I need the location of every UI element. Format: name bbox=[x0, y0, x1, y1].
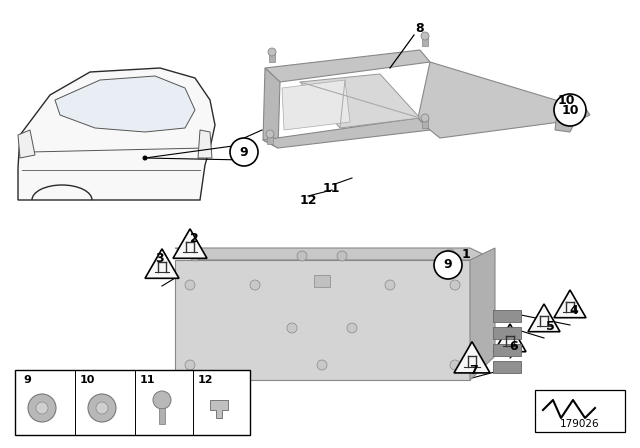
Circle shape bbox=[434, 251, 462, 279]
Text: 9: 9 bbox=[444, 258, 452, 271]
Text: 7: 7 bbox=[470, 363, 478, 376]
Text: 6: 6 bbox=[509, 340, 518, 353]
Text: 12: 12 bbox=[300, 194, 317, 207]
Polygon shape bbox=[494, 324, 526, 352]
Polygon shape bbox=[554, 290, 586, 318]
Polygon shape bbox=[418, 62, 575, 138]
Bar bbox=[269, 52, 275, 62]
Circle shape bbox=[445, 249, 455, 259]
Circle shape bbox=[421, 114, 429, 122]
Polygon shape bbox=[175, 248, 495, 260]
Circle shape bbox=[230, 138, 258, 166]
Bar bbox=[493, 327, 521, 339]
Text: 3: 3 bbox=[156, 251, 164, 264]
Polygon shape bbox=[528, 304, 560, 332]
Bar bbox=[493, 361, 521, 373]
Text: 9: 9 bbox=[23, 375, 31, 385]
Polygon shape bbox=[282, 80, 350, 130]
Bar bbox=[422, 36, 428, 46]
Text: 12: 12 bbox=[197, 375, 212, 385]
Polygon shape bbox=[265, 50, 430, 82]
Circle shape bbox=[445, 251, 455, 261]
Circle shape bbox=[347, 323, 357, 333]
Circle shape bbox=[287, 323, 297, 333]
Circle shape bbox=[153, 391, 171, 409]
Circle shape bbox=[297, 251, 307, 261]
Circle shape bbox=[143, 155, 147, 160]
Polygon shape bbox=[263, 118, 430, 148]
Circle shape bbox=[450, 280, 460, 290]
Text: 1: 1 bbox=[461, 247, 470, 260]
Circle shape bbox=[88, 394, 116, 422]
Polygon shape bbox=[175, 260, 470, 380]
Text: 11: 11 bbox=[323, 181, 340, 194]
Circle shape bbox=[421, 32, 429, 40]
Circle shape bbox=[337, 251, 347, 261]
Text: 10: 10 bbox=[557, 94, 575, 107]
Bar bbox=[15, 370, 250, 435]
Text: 179026: 179026 bbox=[560, 419, 600, 429]
Polygon shape bbox=[173, 229, 207, 258]
Text: 9: 9 bbox=[240, 146, 248, 159]
Polygon shape bbox=[18, 68, 215, 200]
Circle shape bbox=[190, 251, 200, 261]
Circle shape bbox=[250, 280, 260, 290]
Text: 8: 8 bbox=[416, 22, 424, 34]
Circle shape bbox=[28, 394, 56, 422]
Bar bbox=[422, 118, 428, 128]
Circle shape bbox=[190, 249, 200, 259]
Text: 4: 4 bbox=[570, 303, 579, 316]
Polygon shape bbox=[263, 68, 280, 148]
Polygon shape bbox=[210, 400, 228, 418]
Circle shape bbox=[266, 130, 274, 138]
Bar bbox=[314, 275, 330, 287]
Polygon shape bbox=[470, 248, 495, 380]
Polygon shape bbox=[300, 74, 420, 128]
Polygon shape bbox=[145, 249, 179, 278]
Circle shape bbox=[268, 48, 276, 56]
Circle shape bbox=[185, 360, 195, 370]
Bar bbox=[493, 310, 521, 322]
Circle shape bbox=[36, 402, 48, 414]
Circle shape bbox=[554, 94, 586, 126]
Text: 10: 10 bbox=[561, 103, 579, 116]
Circle shape bbox=[317, 360, 327, 370]
Polygon shape bbox=[55, 76, 195, 132]
Text: 5: 5 bbox=[546, 319, 554, 332]
Bar bbox=[159, 408, 165, 424]
Polygon shape bbox=[198, 130, 212, 158]
Text: 11: 11 bbox=[140, 375, 155, 385]
Circle shape bbox=[450, 360, 460, 370]
Polygon shape bbox=[18, 130, 35, 158]
Bar bbox=[535, 390, 625, 432]
Circle shape bbox=[96, 402, 108, 414]
Bar bbox=[267, 134, 273, 144]
Text: 10: 10 bbox=[79, 375, 95, 385]
Bar bbox=[493, 344, 521, 356]
Polygon shape bbox=[454, 342, 490, 373]
Text: 2: 2 bbox=[189, 232, 198, 245]
Circle shape bbox=[185, 280, 195, 290]
Circle shape bbox=[385, 280, 395, 290]
Polygon shape bbox=[555, 100, 590, 132]
